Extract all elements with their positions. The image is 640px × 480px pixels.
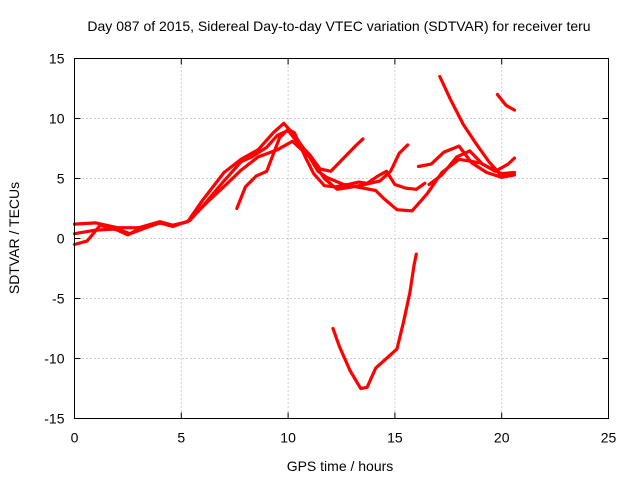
series-line-6 bbox=[438, 74, 517, 176]
y-tick-label: 0 bbox=[57, 231, 65, 247]
chart-title: Day 087 of 2015, Sidereal Day-to-day VTE… bbox=[87, 18, 590, 34]
series-line-8 bbox=[495, 92, 517, 112]
x-tick-label: 25 bbox=[601, 430, 617, 446]
series-line-4 bbox=[235, 127, 427, 211]
y-tick-label: -10 bbox=[44, 351, 64, 367]
series-line-7 bbox=[427, 149, 517, 187]
y-axis-ticks: -15 -10 -5 0 5 10 15 bbox=[44, 51, 609, 427]
x-tick-label: 20 bbox=[494, 430, 510, 446]
grid-lines bbox=[74, 58, 609, 419]
y-tick-label: 15 bbox=[49, 51, 65, 67]
plot-frame bbox=[74, 58, 609, 419]
y-tick-label: 5 bbox=[57, 171, 65, 187]
x-tick-label: 15 bbox=[387, 430, 403, 446]
y-axis-label: SDTVAR / TECUs bbox=[6, 182, 22, 294]
x-axis-label: GPS time / hours bbox=[287, 458, 394, 474]
series-line-9 bbox=[331, 252, 418, 391]
data-series bbox=[72, 74, 517, 391]
x-tick-label: 10 bbox=[280, 430, 296, 446]
y-tick-label: -15 bbox=[44, 411, 64, 427]
x-tick-label: 5 bbox=[177, 430, 185, 446]
x-tick-label: 0 bbox=[71, 430, 79, 446]
x-axis-ticks: 0 5 10 15 20 25 bbox=[71, 58, 617, 446]
y-tick-label: 10 bbox=[49, 111, 65, 127]
y-tick-label: -5 bbox=[52, 291, 65, 307]
